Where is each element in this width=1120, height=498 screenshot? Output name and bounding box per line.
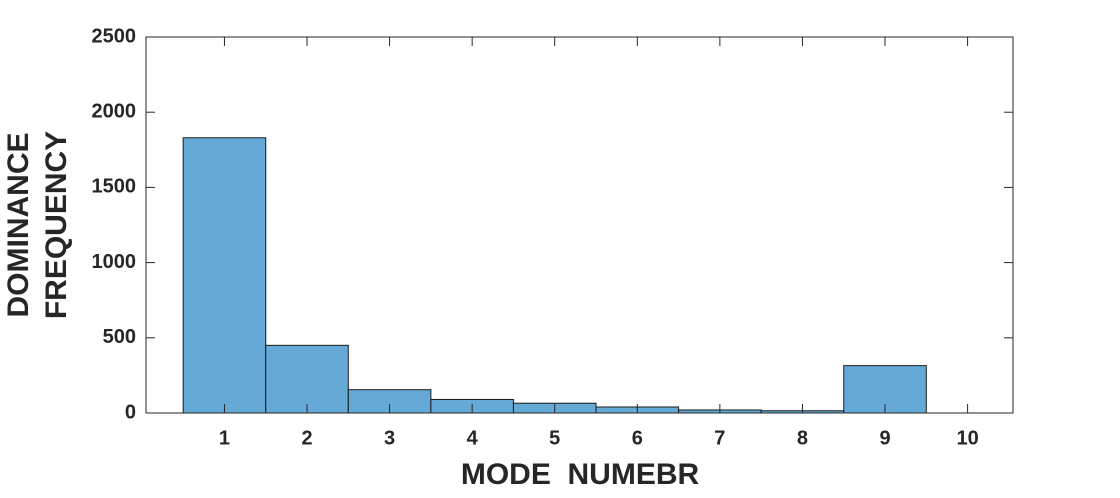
x-tick-label: 3 xyxy=(384,427,395,449)
y-tick-label: 1500 xyxy=(92,176,137,198)
y-axis-label: FREQUENCY xyxy=(40,131,73,319)
x-tick-label: 4 xyxy=(467,427,479,449)
y-tick-label: 2500 xyxy=(92,25,137,47)
y-tick-label: 0 xyxy=(125,401,136,423)
x-tick-label: 5 xyxy=(549,427,560,449)
x-tick-label: 10 xyxy=(956,427,978,449)
y-tick-label: 1000 xyxy=(92,251,137,273)
bar xyxy=(182,137,267,414)
y-tick-label: 2000 xyxy=(92,100,137,122)
y-axis-label: DOMINANCE xyxy=(2,133,35,318)
bar xyxy=(265,344,349,414)
x-tick-label: 8 xyxy=(797,427,808,449)
x-tick-label: 6 xyxy=(632,427,643,449)
x-tick-label: 2 xyxy=(301,427,312,449)
plot-frame xyxy=(145,36,1014,414)
x-tick-label: 7 xyxy=(714,427,725,449)
x-tick-label: 9 xyxy=(879,427,890,449)
x-axis-label: MODE NUMEBR xyxy=(461,458,700,491)
y-tick-label: 500 xyxy=(103,326,136,348)
x-tick-label: 1 xyxy=(219,427,230,449)
